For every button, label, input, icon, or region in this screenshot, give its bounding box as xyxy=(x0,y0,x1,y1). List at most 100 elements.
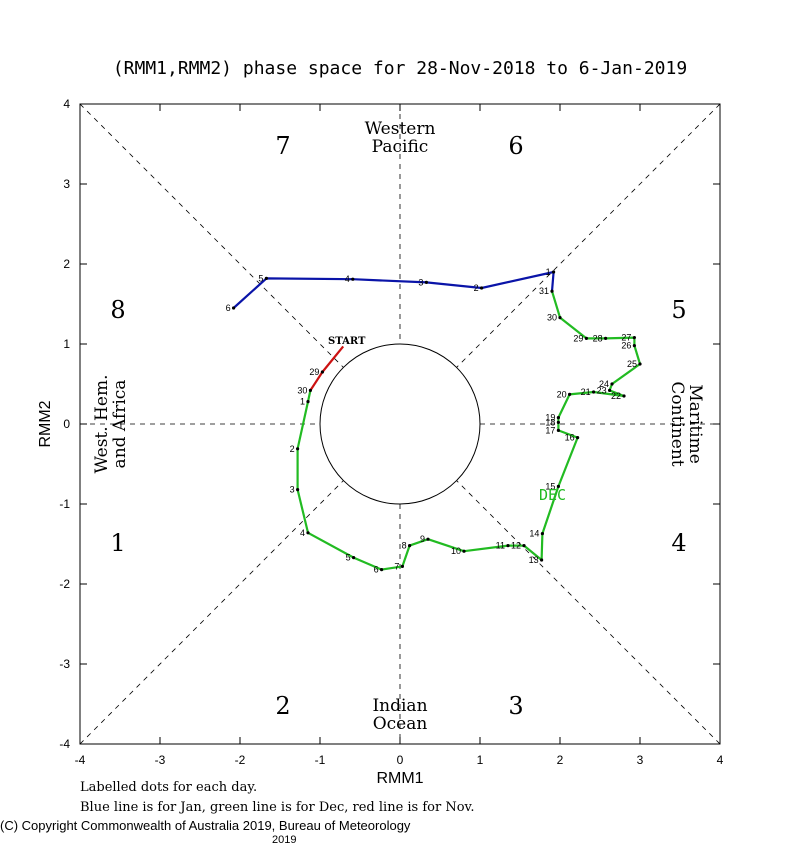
region-ocean-label: Ocean xyxy=(373,714,428,734)
phase-7-label: 7 xyxy=(275,132,290,160)
day-label: 26 xyxy=(621,341,631,351)
day-dot xyxy=(400,564,404,569)
day-label: 1 xyxy=(546,267,551,277)
x-tick-label: -4 xyxy=(75,753,86,767)
day-dot xyxy=(296,447,300,451)
region-west-hem-label: West. Hem. xyxy=(92,375,112,474)
y-tick-label: -2 xyxy=(59,577,70,591)
day-dot xyxy=(306,531,310,535)
day-label: 29 xyxy=(573,333,583,343)
day-label: 18 xyxy=(545,417,555,427)
x-tick-label: -2 xyxy=(235,753,246,767)
day-dot xyxy=(558,316,562,320)
day-dot xyxy=(296,488,300,492)
day-dot xyxy=(540,558,544,562)
y-tick-label: -3 xyxy=(59,657,70,671)
x-tick-label: -1 xyxy=(315,753,326,767)
phase-6-label: 6 xyxy=(508,132,523,160)
day-dot xyxy=(306,400,310,404)
y-tick-label: -1 xyxy=(59,497,70,511)
day-dot xyxy=(584,336,589,340)
day-label: 5 xyxy=(346,553,351,563)
day-label: 31 xyxy=(539,286,549,296)
day-label: 19 xyxy=(545,413,555,423)
day-label: 2 xyxy=(474,283,479,293)
day-label: 24 xyxy=(599,379,609,389)
day-dot xyxy=(480,286,484,290)
day-dot xyxy=(592,390,596,394)
day-dot xyxy=(604,336,608,340)
copyright-text: (C) Copyright Commonwealth of Australia … xyxy=(0,818,411,833)
chart-title: (RMM1,RMM2) phase space for 28-Nov-2018 … xyxy=(113,58,687,79)
x-tick-label: 0 xyxy=(397,753,404,767)
series-line-jan xyxy=(232,270,555,309)
day-label: 13 xyxy=(529,555,539,565)
day-dot xyxy=(351,277,355,281)
day-dot xyxy=(550,289,554,293)
day-label: 17 xyxy=(545,425,555,435)
region-pacific-label: Pacific xyxy=(372,137,429,157)
phase-3-label: 3 xyxy=(508,692,523,720)
day-label: 1 xyxy=(300,397,305,407)
x-tick-label: 2 xyxy=(557,753,564,767)
day-label: 29 xyxy=(309,367,319,377)
plot-frame xyxy=(79,103,721,745)
day-dot xyxy=(308,388,312,392)
day-dot xyxy=(556,428,561,432)
day-label: 27 xyxy=(621,333,631,343)
y-tick-label: -4 xyxy=(59,737,70,751)
day-label: 12 xyxy=(511,541,521,551)
y-tick-label: 2 xyxy=(63,257,70,271)
day-label: 3 xyxy=(290,485,295,495)
phase-8-label: 8 xyxy=(110,296,125,324)
region-continent-label: Continent xyxy=(667,381,687,466)
day-dot xyxy=(264,276,268,280)
day-dot xyxy=(622,394,626,398)
day-label: 14 xyxy=(529,529,539,539)
day-dot xyxy=(232,306,236,310)
series-line-dec xyxy=(296,290,642,571)
day-dot xyxy=(320,370,324,374)
y-tick-label: 3 xyxy=(63,177,70,191)
day-label: 23 xyxy=(597,385,607,395)
day-label: 4 xyxy=(300,528,305,538)
day-label: 6 xyxy=(374,565,379,575)
x-tick-label: -3 xyxy=(155,753,166,767)
region-western-label: Western xyxy=(365,119,436,139)
day-dot xyxy=(632,344,637,348)
phase-5-label: 5 xyxy=(671,296,686,324)
day-dot xyxy=(462,549,466,553)
day-dot xyxy=(638,362,642,366)
phase-2-label: 2 xyxy=(275,692,290,720)
day-label: 4 xyxy=(345,274,350,284)
day-label: 7 xyxy=(394,561,399,571)
day-dot xyxy=(556,416,561,420)
region-indian-label: Indian xyxy=(372,696,427,716)
day-label: 10 xyxy=(451,546,461,556)
footer-note-dots: Labelled dots for each day. xyxy=(80,780,258,795)
day-label: 16 xyxy=(565,433,575,443)
start-label: START xyxy=(328,336,366,347)
x-tick-label: 1 xyxy=(477,753,484,767)
day-dot xyxy=(408,544,412,548)
day-dot xyxy=(610,382,614,386)
day-label: 3 xyxy=(418,277,423,287)
month-label-dec: DEC xyxy=(539,486,566,504)
day-label: 22 xyxy=(611,391,621,401)
y-tick-label: 4 xyxy=(63,97,70,111)
day-label: 9 xyxy=(420,534,425,544)
day-dot xyxy=(522,544,526,548)
phase-4-label: 4 xyxy=(671,529,686,557)
day-dot xyxy=(352,556,356,560)
day-dot xyxy=(426,537,430,541)
x-tick-label: 4 xyxy=(717,753,724,767)
day-dot xyxy=(556,420,561,424)
x-tick-label: 3 xyxy=(637,753,644,767)
y-axis-label: RMM2 xyxy=(37,400,54,447)
day-label: 21 xyxy=(581,387,591,397)
day-label: 8 xyxy=(402,541,407,551)
day-label: 5 xyxy=(258,273,263,283)
day-dot xyxy=(506,544,510,548)
